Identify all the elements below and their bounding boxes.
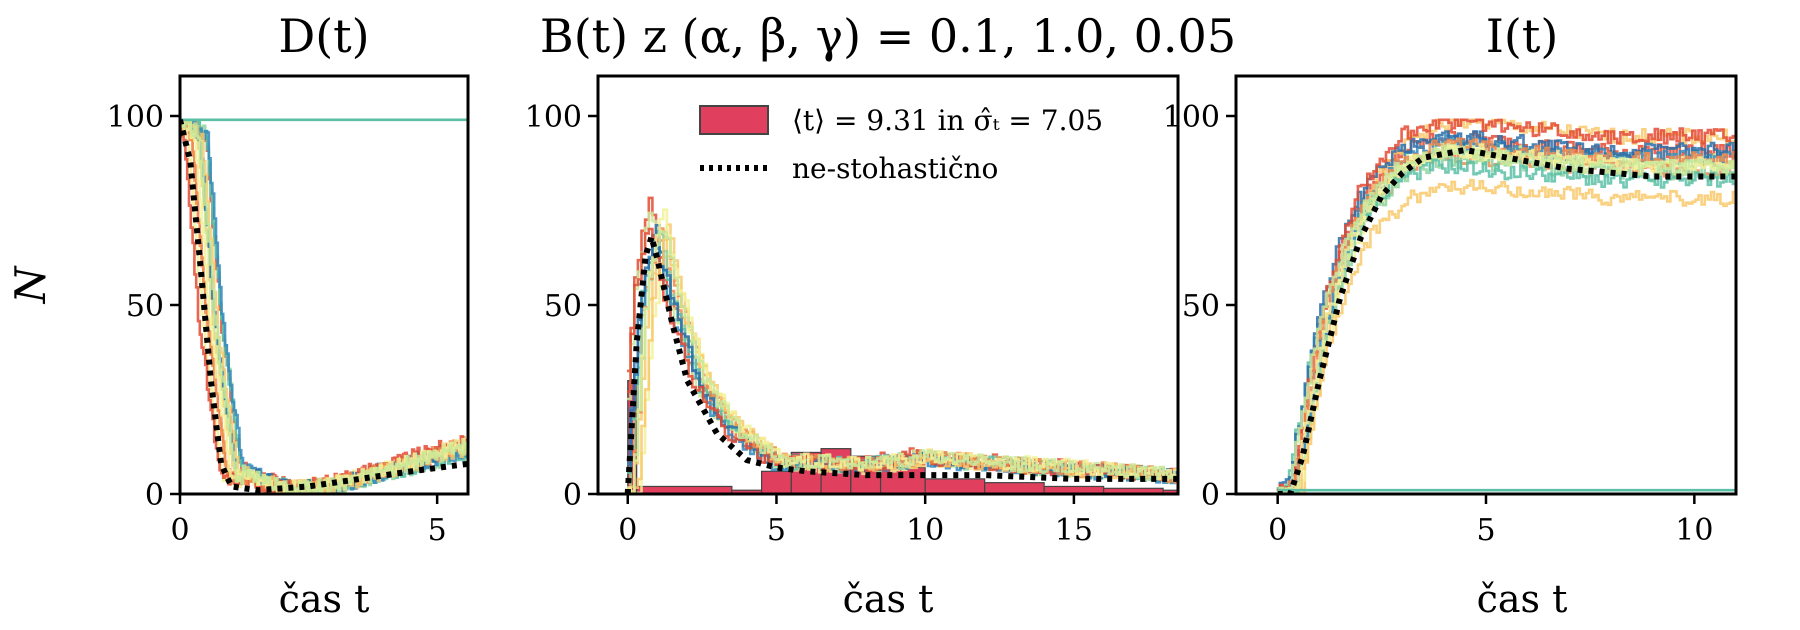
plot-frame [178,74,470,496]
x-tick-label: 5 [428,513,447,548]
x-tick-label: 15 [1055,513,1093,548]
stochastic-run-line [627,224,1178,482]
y-tick-label: 0 [145,478,164,513]
panel-i: I(t) 0 50 100 0 5 10 čas t [1163,9,1738,621]
stochastic-run-line [1276,178,1736,494]
stochastic-run-line [627,196,1178,483]
stochastic-run-line [627,230,1178,494]
y-tick-label: 50 [544,289,582,324]
panel-i-title: I(t) [1486,9,1559,63]
x-tick-label: 10 [906,513,944,548]
y-axis-label: N [6,265,55,304]
stochastic-run-line [1276,137,1736,494]
y-tick-label: 0 [563,478,582,513]
panel-d-x-axis-label: čas t [279,577,370,621]
legend-histogram-label: ⟨t⟩ = 9.31 in σ̂ₜ = 7.05 [792,104,1103,137]
stochastic-run-line [1276,140,1736,494]
stochastic-run-line [627,227,1178,491]
deterministic-line [624,226,1178,494]
histogram-bar [760,470,792,494]
panel-i-plot-area: 0 50 100 0 5 10 [1163,74,1738,548]
x-tick-label: 0 [618,513,637,548]
x-tick-label: 0 [170,513,189,548]
y-tick-label: 0 [1201,478,1220,513]
panel-d: D(t) 0 50 100 0 5 čas t [107,9,470,621]
panel-b-x-axis-label: čas t [843,577,934,621]
legend: ⟨t⟩ = 9.31 in σ̂ₜ = 7.05 ne-stohastično [699,104,1103,185]
x-tick-label: 0 [1268,513,1287,548]
panel-b-title: B(t) z (α, β, γ) = 0.1, 1.0, 0.05 [540,9,1236,63]
x-tick-label: 10 [1675,513,1713,548]
panel-d-title: D(t) [278,9,369,63]
stochastic-run-line [1276,151,1736,494]
x-tick-label: 5 [1476,513,1495,548]
y-tick-label: 100 [525,100,582,135]
x-tick-label: 5 [767,513,786,548]
plot-clip-group [1276,118,1736,494]
plot-clip-group [180,118,468,494]
stochastic-run-line [180,118,468,494]
stochastic-run-line [1276,144,1736,494]
stochastic-run-line [627,239,1178,485]
histogram-bar [924,478,986,494]
stochastic-run-line [1276,118,1736,494]
panel-d-plot-area: 0 50 100 0 5 [107,74,470,548]
stochastic-run-line [180,118,468,494]
panel-i-x-axis-label: čas t [1477,577,1568,621]
y-tick-label: 100 [1163,100,1220,135]
y-tick-label: 50 [126,289,164,324]
stochastic-run-line [1276,137,1736,494]
y-tick-label: 50 [1182,289,1220,324]
stochastic-run-line [1276,130,1736,493]
legend-histogram-swatch [699,105,769,135]
legend-deterministic-label: ne-stohastično [792,152,998,185]
plot-frame [596,74,1180,496]
stochastic-run-line [627,229,1178,483]
stochastic-run-line [1276,134,1736,494]
panel-b: B(t) z (α, β, γ) = 0.1, 1.0, 0.05 050100… [525,9,1236,621]
stochastic-run-line [627,208,1178,494]
deterministic-line [180,119,468,494]
histogram-bar [984,482,1045,494]
panel-b-plot-area: 0 50 100 0 5 10 15 [525,74,1180,548]
plot-clip-group [624,196,1178,494]
stochastic-run-line [627,227,1178,482]
stochastic-run-line [1276,158,1736,494]
stochastic-run-line [627,211,1178,483]
y-tick-label: 100 [107,100,164,135]
